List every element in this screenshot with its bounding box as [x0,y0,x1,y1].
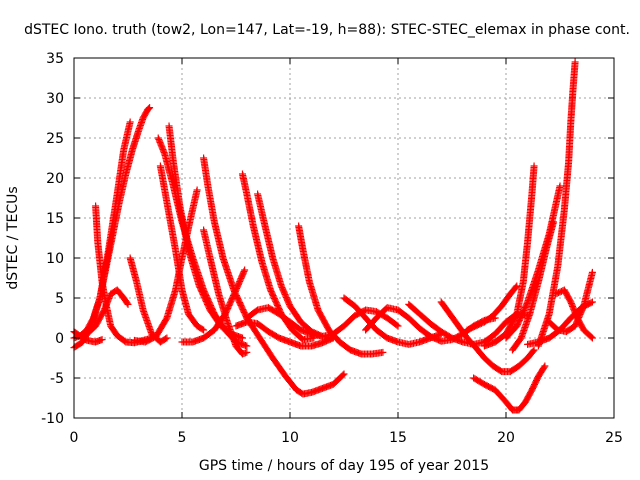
data-point [124,300,132,308]
series-arc-27 [534,58,579,350]
data-point [339,371,347,379]
data-point [550,218,558,226]
y-tick-label: 5 [55,291,64,307]
y-tick-label: -10 [41,411,64,427]
series-arc-29 [524,298,596,348]
data-point [340,370,348,378]
series-arc-12 [200,226,251,358]
data-point [145,104,153,112]
y-tick-label: 0 [55,331,64,347]
series-arc-11 [200,154,348,398]
chart-title: dSTEC Iono. truth (tow2, Lon=147, Lat=-1… [24,22,630,38]
data-point [588,334,596,342]
data-point [587,333,595,341]
data-point [540,363,548,371]
data-point [588,298,596,306]
grid [74,58,614,418]
x-axis-label: GPS time / hours of day 195 of year 2015 [199,458,489,474]
data-point [123,299,131,307]
y-tick-label: 25 [46,131,64,147]
x-tick-label: 0 [70,430,79,446]
series-arc-17 [243,304,402,340]
x-tick-label: 25 [605,430,623,446]
series-arc-15 [295,222,387,358]
data-point [530,346,538,354]
series-arc-30 [552,286,596,342]
series-arc-22 [470,362,549,414]
x-tick-label: 5 [178,430,187,446]
y-tick-label: 20 [46,171,64,187]
data-point [243,342,251,350]
data-point [240,267,248,275]
series-arc-20 [405,300,532,348]
data-point [243,348,251,356]
series-arc-04 [74,286,132,340]
plot-frame [73,57,615,419]
y-axis-label: dSTEC / TECUs [5,186,21,289]
data-point [556,182,564,190]
data-point [238,334,246,342]
data-point [529,347,537,355]
series-arc-09 [165,122,246,342]
series-arc-26 [508,218,558,354]
series-arc-24 [480,162,538,350]
data-point [512,283,520,291]
y-tick-label: 35 [46,51,64,67]
series-arc-23 [463,282,521,334]
data-point [394,322,402,330]
x-tick-label: 15 [389,430,407,446]
data-point [241,266,249,274]
data-point [126,118,134,126]
data-point [588,268,596,276]
series-arc-05 [126,254,171,346]
data-point [163,334,171,342]
x-tick-label: 20 [497,430,515,446]
data-point [541,362,549,370]
data-point [144,105,152,113]
data-point [571,58,579,66]
data-point [393,321,401,329]
data-point [162,335,170,343]
data-point [146,104,154,112]
data-points [70,58,596,414]
data-point [587,299,595,307]
data-point [198,325,206,333]
x-tick-label: 10 [281,430,299,446]
series-arc-08 [156,162,208,334]
series-arc-21 [437,298,538,376]
y-tick-label: 15 [46,211,64,227]
y-tick-label: 10 [46,251,64,267]
data-point [98,336,106,344]
axis-ticks: 0 5 10 15 20 25 -10 -5 0 5 10 15 20 25 30 35 [41,51,623,446]
series-arc-03 [92,202,156,347]
y-tick-label: 30 [46,91,64,107]
data-point [530,162,538,170]
y-tick-label: -5 [50,371,64,387]
data-point [379,348,387,356]
data-point [193,186,201,194]
data-point [200,326,208,334]
